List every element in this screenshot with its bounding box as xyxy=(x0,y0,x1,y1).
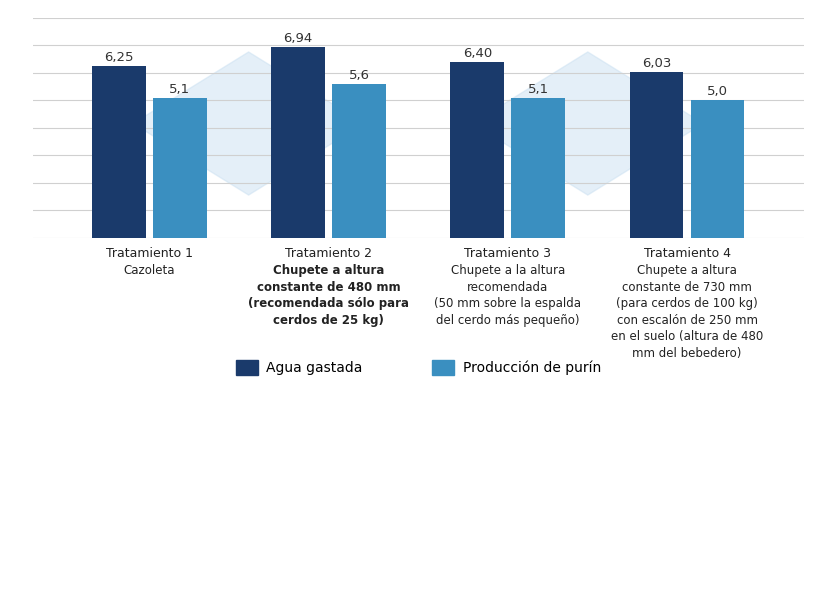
Text: 6,25: 6,25 xyxy=(104,51,133,64)
Bar xyxy=(271,47,324,238)
Text: 5,0: 5,0 xyxy=(706,86,727,99)
Bar xyxy=(450,62,504,238)
Bar xyxy=(332,84,386,238)
Text: Cazoleta: Cazoleta xyxy=(124,264,174,277)
Text: Chupete a altura
constante de 730 mm
(para cerdos de 100 kg)
con escalón de 250 : Chupete a altura constante de 730 mm (pa… xyxy=(610,264,762,360)
Polygon shape xyxy=(472,52,703,195)
Text: Tratamiento 4: Tratamiento 4 xyxy=(643,247,730,260)
Bar xyxy=(152,98,206,238)
Bar xyxy=(690,101,744,238)
Text: Tratamiento 3: Tratamiento 3 xyxy=(464,247,550,260)
Text: 6,03: 6,03 xyxy=(641,57,671,70)
Text: 5,6: 5,6 xyxy=(348,69,369,82)
Text: 5,1: 5,1 xyxy=(169,83,190,96)
Text: 6,94: 6,94 xyxy=(283,32,312,45)
Text: Tratamiento 2: Tratamiento 2 xyxy=(285,247,372,260)
Text: Chupete a altura
constante de 480 mm
(recomendada sólo para
cerdos de 25 kg): Chupete a altura constante de 480 mm (re… xyxy=(248,264,409,327)
Legend: Agua gastada, Producción de purín: Agua gastada, Producción de purín xyxy=(230,355,605,381)
Text: Chupete a la altura
recomendada
(50 mm sobre la espalda
del cerdo más pequeño): Chupete a la altura recomendada (50 mm s… xyxy=(434,264,581,327)
Text: 6,40: 6,40 xyxy=(462,47,491,60)
Bar xyxy=(511,98,564,238)
Text: Tratamiento 1: Tratamiento 1 xyxy=(106,247,192,260)
Polygon shape xyxy=(133,52,364,195)
Bar xyxy=(629,72,683,238)
Bar xyxy=(92,66,146,238)
Text: 5,1: 5,1 xyxy=(527,83,548,96)
